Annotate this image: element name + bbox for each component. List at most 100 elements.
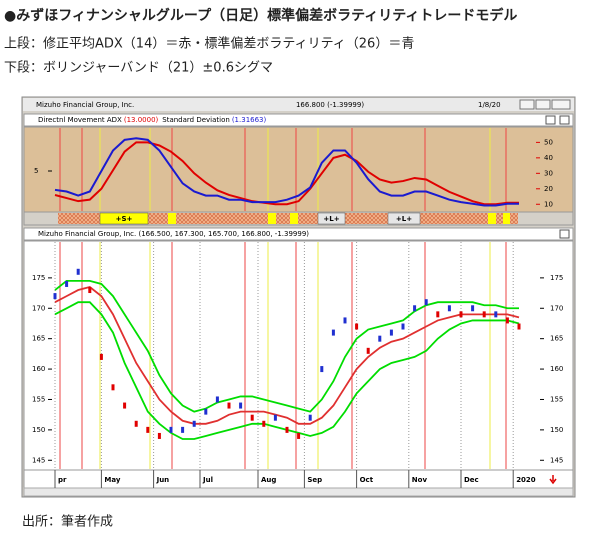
price-bar	[424, 299, 428, 306]
indicator-panel	[23, 126, 574, 213]
y-tick-label: 170	[550, 304, 563, 312]
x-tick-label: Jun	[156, 476, 170, 484]
y-tick-label: 150	[550, 426, 563, 434]
scroll-arrow[interactable]	[549, 475, 557, 485]
signal-label: +L+	[396, 215, 412, 223]
indicator-legend: Directnl Movement ADX (13.0000) Standard D…	[38, 116, 267, 124]
price-bar	[389, 329, 393, 336]
legend-name: Standard Deviation	[162, 116, 230, 124]
panel-header	[23, 113, 574, 127]
price-bar	[366, 347, 370, 354]
y-tick-label: 165	[550, 335, 563, 343]
price-bar	[413, 305, 417, 312]
y2-tick-label: 50	[544, 138, 553, 146]
signal-label: +L+	[323, 215, 339, 223]
y-tick-label: 175	[550, 274, 563, 282]
window-title: Mizuho Financial Group, Inc.	[36, 101, 134, 109]
y-tick-label: 155	[550, 395, 563, 403]
y-tick-label: 145	[550, 456, 563, 464]
quote: 166.800 (-1.39999)	[296, 101, 364, 109]
x-tick-label: May	[104, 476, 120, 484]
price-bar	[447, 305, 451, 312]
price-bar	[517, 323, 521, 330]
x-tick-label: Nov	[412, 476, 428, 484]
y-tick-label: 160	[550, 365, 563, 373]
price-bar	[204, 408, 208, 415]
scrollbar[interactable]	[23, 487, 574, 497]
signal-box	[168, 213, 176, 224]
signal-box	[488, 213, 496, 224]
subtitle: 下段：ボリンジャーバンド（21）±0.6シグマ	[4, 61, 273, 76]
price-bar	[250, 414, 254, 421]
price-bar	[401, 323, 405, 330]
y2-tick-label: 30	[544, 169, 553, 177]
panel-button[interactable]	[545, 115, 556, 125]
legend-name: Directnl Movement ADX	[38, 116, 122, 124]
signal-box	[99, 212, 149, 225]
legend-readout: (13.0000)	[124, 116, 159, 124]
price-bar	[378, 335, 382, 342]
price-bar	[157, 432, 161, 439]
y-tick-label: 175	[32, 274, 45, 282]
date: 1/8/20	[478, 101, 501, 109]
price-bar	[169, 426, 173, 433]
x-tick-label: Sep	[307, 476, 322, 484]
signal-label: +S+	[116, 215, 133, 223]
price-bar	[111, 384, 115, 391]
panel-header	[23, 227, 574, 241]
price-bar	[343, 317, 347, 324]
close-button[interactable]	[551, 99, 571, 110]
price-title: Mizuho Financial Group, Inc. (166.500, 1…	[38, 230, 309, 238]
x-tick-label: Aug	[261, 476, 276, 484]
band-line	[54, 280, 519, 413]
panel-close[interactable]	[559, 115, 570, 125]
price-bar	[53, 293, 57, 300]
y-tick-label: 155	[32, 395, 45, 403]
price-bar	[76, 268, 80, 275]
price-bar	[88, 287, 92, 294]
signal-box	[503, 213, 510, 224]
price-bar	[134, 420, 138, 427]
x-tick-label: Jul	[202, 476, 213, 484]
price-bar	[308, 414, 312, 421]
price-bar	[482, 311, 486, 318]
y-tick-label: 170	[32, 304, 45, 312]
price-bar	[494, 311, 498, 318]
signal-box	[387, 212, 421, 225]
x-tick-label: Oct	[360, 476, 374, 484]
price-bar	[181, 426, 185, 433]
price-bar	[297, 432, 301, 439]
subtitle: 上段：修正平均ADX（14）＝赤・標準偏差ボラティリティ（26）＝青	[4, 36, 414, 52]
x-tick-label: pr	[58, 476, 67, 484]
title-bar	[23, 98, 574, 111]
x-tick-label: 2020	[516, 476, 536, 484]
price-panel	[23, 240, 574, 471]
price-bar	[239, 402, 243, 409]
signal-box	[290, 213, 298, 224]
price-bar	[471, 305, 475, 312]
price-bar	[273, 414, 277, 421]
price-bar	[285, 426, 289, 433]
panel-button[interactable]	[559, 229, 570, 239]
legend-readout: (1.31663)	[232, 116, 267, 124]
footer: 出所：筆者作成	[22, 515, 113, 530]
maximize-button[interactable]	[535, 99, 551, 110]
y-tick-label: 145	[32, 456, 45, 464]
minimize-button[interactable]	[519, 99, 535, 110]
heading: ●みずほフィナンシャルグループ（日足）標準偏差ボラティリティトレードモデル	[4, 7, 517, 24]
signal-box	[317, 212, 346, 225]
price-bar	[123, 402, 127, 409]
y-tick-label: 150	[32, 426, 45, 434]
signal-hatch	[58, 213, 518, 224]
price-bar	[146, 426, 150, 433]
price-bar	[227, 402, 231, 409]
price-bar	[505, 317, 509, 324]
indicator-line	[54, 137, 519, 207]
price-bar	[355, 323, 359, 330]
x-tick-label: Dec	[464, 476, 479, 484]
signal-box	[268, 213, 276, 224]
y2-tick-label: 10	[544, 200, 553, 208]
y2-tick-label: 20	[544, 185, 553, 193]
y-tick-label: 5	[34, 167, 38, 175]
